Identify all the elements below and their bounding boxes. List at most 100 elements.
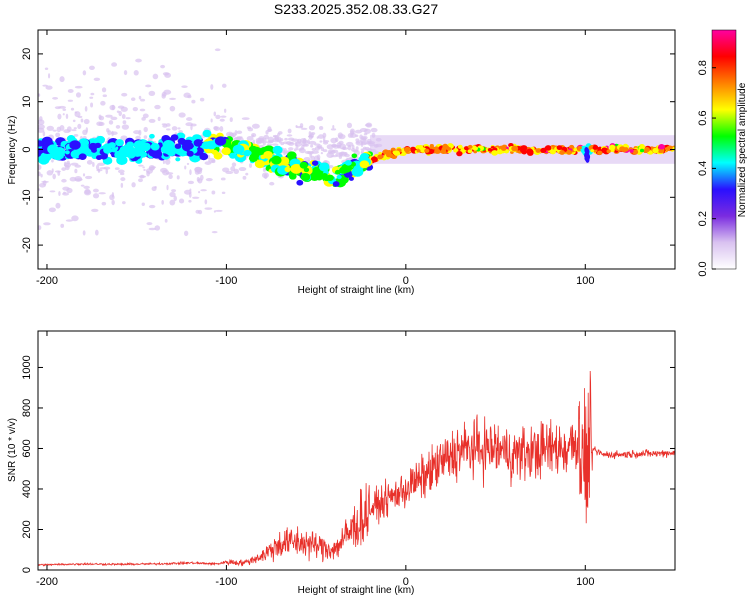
spectrogram-blob xyxy=(139,151,148,158)
spectrogram-speckle xyxy=(200,189,207,192)
spectrogram-blob xyxy=(174,143,182,149)
spectrogram-speckle xyxy=(330,128,337,131)
spectrogram-ytick-label: 20 xyxy=(21,48,33,60)
spectrogram-speckle xyxy=(176,175,180,180)
spectrogram-speckle xyxy=(55,132,61,138)
spectrogram-blob xyxy=(151,149,163,159)
snr-xtick-label: 100 xyxy=(576,576,594,588)
spectrogram-speckle xyxy=(132,106,138,112)
spectrogram-speckle xyxy=(194,166,202,173)
colorbar-bar xyxy=(711,29,737,270)
spectrogram-speckle xyxy=(148,227,156,231)
spectrogram-speckle xyxy=(183,92,191,98)
spectrogram-blob xyxy=(229,152,237,159)
spectrogram-speckle xyxy=(168,174,173,179)
spectrogram-speckle xyxy=(356,141,361,144)
spectrogram-speckle xyxy=(199,97,205,102)
spectrogram-speckle xyxy=(189,169,192,176)
spectrogram-speckle xyxy=(160,64,166,69)
spectrogram-speckle xyxy=(343,151,348,156)
spectrogram-speckle xyxy=(219,126,224,132)
spectrogram-blob xyxy=(386,149,392,155)
spectrogram-speckle xyxy=(190,124,193,131)
spectrogram-xtick-label: -100 xyxy=(215,275,237,287)
spectrogram-speckle xyxy=(164,72,171,78)
spectrogram-speckle xyxy=(310,144,314,148)
spectrogram-speckle xyxy=(141,202,145,206)
spectrogram-speckle xyxy=(186,162,190,166)
spectrogram-speckle xyxy=(337,144,341,148)
spectrogram-speckle xyxy=(183,230,189,237)
spectrogram-speckle xyxy=(45,85,53,90)
spectrogram-blob xyxy=(290,165,299,173)
spectrogram-speckle xyxy=(72,119,76,123)
spectrogram-speckle xyxy=(247,127,254,132)
spectrogram-speckle xyxy=(38,171,41,177)
spectrogram-speckle xyxy=(362,146,367,150)
spectrogram-speckle xyxy=(38,164,42,171)
spectrogram-blob xyxy=(64,150,70,155)
spectrogram-speckle xyxy=(328,165,334,169)
spectrogram-speckle xyxy=(314,155,320,162)
spectrogram-speckle xyxy=(38,127,45,133)
spectrogram-speckle xyxy=(90,92,95,96)
spectrogram-speckle xyxy=(65,219,73,222)
spectrogram-speckle xyxy=(63,191,66,194)
spectrogram-speckle xyxy=(295,144,299,151)
spectrogram-blob xyxy=(41,136,53,146)
spectrogram-speckle xyxy=(82,129,88,136)
spectrogram-speckle xyxy=(186,117,193,121)
spectrogram-blob xyxy=(540,147,547,153)
spectrogram-speckle xyxy=(287,128,292,134)
spectrogram-blob xyxy=(78,138,90,148)
spectrogram-speckle xyxy=(349,128,355,135)
spectrogram-blob xyxy=(149,133,155,139)
spectrogram-speckle xyxy=(111,104,115,111)
spectrogram-blob xyxy=(163,140,174,150)
spectrogram-speckle xyxy=(288,147,294,151)
spectrogram-blob xyxy=(248,154,259,163)
spectrogram-blob xyxy=(577,145,582,150)
spectrogram-blob xyxy=(643,146,650,153)
spectrogram-speckle xyxy=(169,97,177,100)
spectrogram-ytick-label: -20 xyxy=(21,237,33,253)
spectrogram-speckle xyxy=(245,172,249,176)
spectrogram-speckle xyxy=(51,168,54,173)
spectrogram-speckle xyxy=(91,208,99,213)
spectrogram-speckle xyxy=(66,126,72,132)
spectrogram-blob xyxy=(416,149,421,153)
spectrogram-speckle xyxy=(125,117,131,120)
spectrogram-blob xyxy=(193,139,203,147)
spectrogram-speckle xyxy=(139,174,145,179)
spectrogram-blob xyxy=(463,146,469,151)
spectrogram-speckle xyxy=(120,106,128,112)
spectrogram-blob xyxy=(511,145,519,152)
spectrogram-speckle xyxy=(162,169,170,176)
spectrogram-blob xyxy=(348,176,354,181)
spectrogram-speckle xyxy=(261,172,269,179)
spectrogram-speckle xyxy=(100,100,106,106)
spectrogram-speckle xyxy=(178,112,186,118)
spectrogram-speckle xyxy=(77,123,82,130)
spectrogram-speckle xyxy=(263,134,269,140)
spectrogram-speckle xyxy=(332,124,335,129)
spectrogram-speckle xyxy=(307,139,310,145)
spectrogram-speckle xyxy=(111,199,115,206)
spectrogram-speckle xyxy=(40,173,43,178)
spectrogram-speckle xyxy=(210,118,213,123)
spectrogram-blob xyxy=(446,147,452,151)
spectrogram-speckle xyxy=(46,125,54,131)
spectrogram-blob xyxy=(334,169,341,175)
spectrogram-speckle xyxy=(69,176,77,182)
spectrogram-speckle xyxy=(355,146,359,151)
spectrogram-speckle xyxy=(162,159,165,165)
spectrogram-speckle xyxy=(38,225,42,231)
spectrogram-speckle xyxy=(70,162,79,166)
spectrogram-speckle xyxy=(195,209,200,214)
spectrogram-speckle xyxy=(267,136,274,143)
spectrogram-ytick-label: 0 xyxy=(21,146,33,152)
spectrogram-speckle xyxy=(184,165,187,170)
spectrogram-speckle xyxy=(118,110,122,117)
spectrogram-speckle xyxy=(219,118,225,122)
